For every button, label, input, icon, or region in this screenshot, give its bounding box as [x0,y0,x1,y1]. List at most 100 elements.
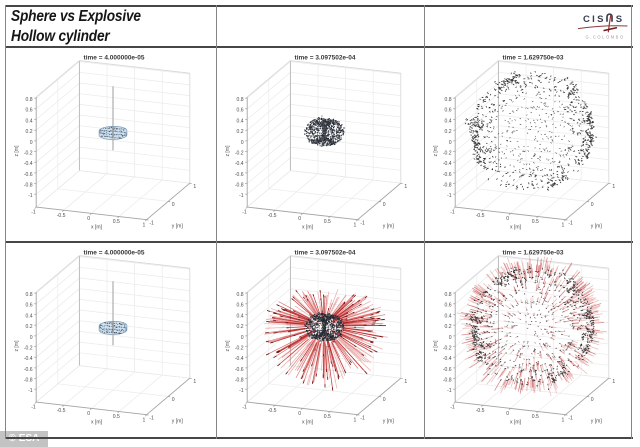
svg-text:y [m]: y [m] [383,224,395,230]
svg-text:-0.2: -0.2 [443,345,452,351]
svg-text:0.8: 0.8 [26,292,33,298]
svg-text:1: 1 [612,184,615,190]
svg-text:z [m]: z [m] [14,340,20,352]
svg-text:y [m]: y [m] [172,224,184,230]
svg-text:time = 1.629750e-03: time = 1.629750e-03 [503,250,564,257]
svg-text:0.8: 0.8 [237,292,244,298]
svg-text:1: 1 [612,379,615,385]
svg-text:-1: -1 [568,220,573,226]
svg-text:0.8: 0.8 [237,97,244,103]
svg-text:-1: -1 [447,193,452,199]
svg-text:1: 1 [193,184,196,190]
svg-text:-1: -1 [450,405,455,411]
svg-text:0: 0 [298,216,301,222]
svg-text:z [m]: z [m] [14,145,20,157]
svg-text:-0.4: -0.4 [443,161,452,167]
svg-text:-0.5: -0.5 [57,213,66,219]
svg-text:0.2: 0.2 [445,129,452,135]
svg-text:-0.6: -0.6 [235,172,244,178]
svg-text:-1: -1 [149,220,154,226]
svg-text:x [m]: x [m] [510,224,522,230]
svg-text:-0.8: -0.8 [443,183,452,189]
svg-text:time = 1.629750e-03: time = 1.629750e-03 [503,55,564,62]
svg-text:0: 0 [87,216,90,222]
svg-text:0.5: 0.5 [113,219,120,225]
svg-text:0.5: 0.5 [532,219,539,225]
svg-text:0.4: 0.4 [445,313,452,319]
svg-text:y [m]: y [m] [591,419,603,425]
svg-text:-0.4: -0.4 [24,356,33,362]
svg-text:-0.8: -0.8 [443,378,452,384]
svg-text:0: 0 [506,411,509,417]
svg-text:1: 1 [404,379,407,385]
svg-text:0: 0 [172,397,175,403]
svg-text:0: 0 [172,202,175,208]
svg-text:x [m]: x [m] [91,224,103,230]
svg-text:-0.6: -0.6 [443,367,452,373]
svg-text:0.4: 0.4 [445,118,452,124]
svg-text:0.5: 0.5 [532,414,539,420]
svg-text:x [m]: x [m] [510,419,522,425]
svg-text:z [m]: z [m] [433,145,439,157]
svg-text:-1: -1 [149,415,154,421]
svg-text:x [m]: x [m] [302,224,314,230]
svg-text:1: 1 [353,222,356,228]
svg-text:0.6: 0.6 [237,303,244,309]
svg-text:time = 4.000000e-05: time = 4.000000e-05 [84,55,145,62]
svg-text:-0.5: -0.5 [268,213,277,219]
svg-text:1: 1 [353,417,356,423]
svg-text:time = 4.000000e-05: time = 4.000000e-05 [84,250,145,257]
svg-text:0: 0 [383,397,386,403]
svg-text:y [m]: y [m] [172,419,184,425]
svg-text:0: 0 [591,202,594,208]
svg-text:-0.6: -0.6 [24,172,33,178]
svg-text:-0.6: -0.6 [443,172,452,178]
svg-text:0: 0 [87,411,90,417]
svg-text:-0.4: -0.4 [235,161,244,167]
svg-text:x [m]: x [m] [302,419,314,425]
svg-text:0.6: 0.6 [26,108,33,114]
svg-text:G.COLOMBO: G.COLOMBO [586,35,625,40]
svg-text:-1: -1 [28,388,33,394]
svg-text:1: 1 [142,417,145,423]
svg-text:0.4: 0.4 [237,313,244,319]
svg-text:0.4: 0.4 [237,118,244,124]
svg-text:0.6: 0.6 [237,108,244,114]
svg-text:0: 0 [30,140,33,146]
svg-text:-0.8: -0.8 [235,378,244,384]
svg-text:0.5: 0.5 [113,414,120,420]
svg-text:-0.2: -0.2 [235,345,244,351]
svg-text:-1: -1 [360,415,365,421]
svg-text:-0.8: -0.8 [24,378,33,384]
svg-text:0.6: 0.6 [445,303,452,309]
svg-text:0.6: 0.6 [26,303,33,309]
svg-text:-0.5: -0.5 [476,408,485,414]
svg-text:-1: -1 [31,210,36,216]
svg-text:time = 3.097502e-04: time = 3.097502e-04 [295,250,356,257]
svg-text:-0.2: -0.2 [443,150,452,156]
svg-text:z [m]: z [m] [225,145,231,157]
svg-text:-1: -1 [360,220,365,226]
svg-text:time = 3.097502e-04: time = 3.097502e-04 [295,55,356,62]
svg-text:0.4: 0.4 [26,313,33,319]
svg-text:-0.2: -0.2 [24,150,33,156]
svg-text:0: 0 [30,335,33,341]
svg-text:-0.5: -0.5 [268,408,277,414]
svg-text:-0.5: -0.5 [57,408,66,414]
svg-text:-1: -1 [242,405,247,411]
svg-text:0.8: 0.8 [26,97,33,103]
svg-text:0.2: 0.2 [26,129,33,135]
svg-text:-1: -1 [568,415,573,421]
svg-text:0.2: 0.2 [445,324,452,330]
svg-text:0.8: 0.8 [445,292,452,298]
svg-text:-0.8: -0.8 [235,183,244,189]
svg-text:0: 0 [241,140,244,146]
svg-text:-0.6: -0.6 [24,367,33,373]
svg-text:CIS: CIS [583,14,606,25]
svg-text:y [m]: y [m] [383,419,395,425]
svg-text:1: 1 [142,222,145,228]
svg-text:-1: -1 [239,388,244,394]
svg-text:0.5: 0.5 [324,219,331,225]
svg-text:-1: -1 [447,388,452,394]
svg-text:0.4: 0.4 [26,118,33,124]
